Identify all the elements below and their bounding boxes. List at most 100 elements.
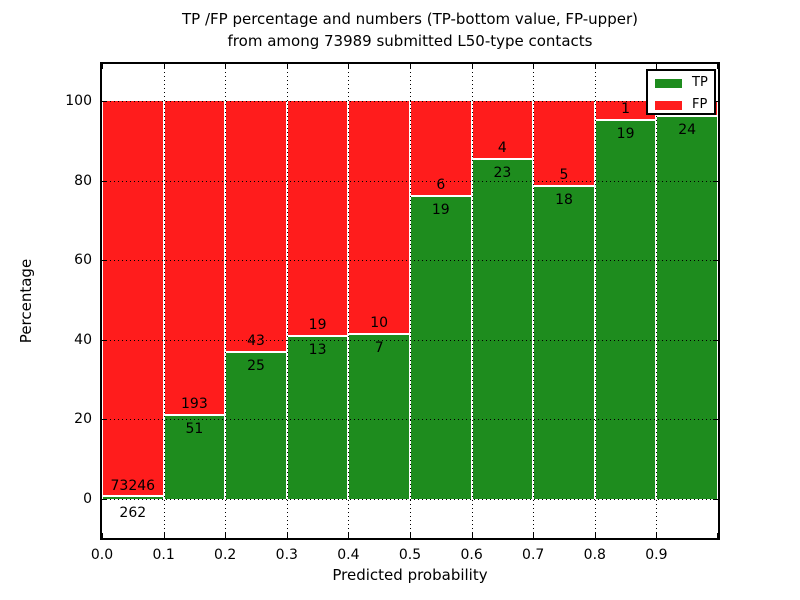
tick-mark <box>286 64 288 69</box>
bar-segment-fp <box>348 101 410 336</box>
tick-mark <box>102 419 107 421</box>
gridline-vertical <box>410 64 411 538</box>
tick-mark <box>102 533 103 538</box>
x-tick-label: 0.5 <box>398 547 422 563</box>
bar-segment-fp <box>102 101 164 497</box>
tick-mark <box>717 64 718 69</box>
gridline-vertical <box>348 64 350 538</box>
bar-label-tp: 13 <box>308 342 327 359</box>
bar-segment-tp <box>410 196 472 499</box>
gridline-horizontal <box>102 180 718 182</box>
legend-label-tp: TP <box>692 75 708 90</box>
x-axis-label: Predicted probability <box>332 566 488 584</box>
bar-label-tp: 18 <box>555 192 573 209</box>
gridline-horizontal <box>102 419 718 421</box>
x-tick-label: 0.9 <box>645 547 668 563</box>
bar-label-fp: 19 <box>308 317 327 334</box>
tick-mark <box>348 64 350 69</box>
gridline-horizontal <box>102 101 718 102</box>
legend-swatch-tp <box>655 79 682 88</box>
tick-mark <box>713 419 718 421</box>
bar-segment-fp <box>471 101 534 160</box>
bar-segment-fp <box>286 101 349 338</box>
tick-mark <box>533 64 535 69</box>
bar-label-fp: 193 <box>181 395 208 412</box>
x-tick-label: 0.0 <box>90 547 114 563</box>
tick-mark <box>594 64 596 69</box>
tick-mark <box>533 533 535 538</box>
legend-swatch-fp <box>655 101 682 110</box>
tick-mark <box>102 64 103 69</box>
bar-label-fp: 4 <box>497 139 507 156</box>
tick-mark <box>656 64 658 69</box>
bar-label-tp: 262 <box>119 505 147 521</box>
gridline-vertical <box>471 64 473 538</box>
x-tick-label: 0.2 <box>214 547 237 563</box>
bar-label-tp: 25 <box>247 357 265 374</box>
bar-label-tp: 23 <box>493 164 512 181</box>
y-tick-label: 0 <box>83 491 92 507</box>
tick-mark <box>163 533 165 538</box>
tick-mark <box>225 533 227 538</box>
tick-mark <box>102 499 107 500</box>
tick-mark <box>102 101 107 102</box>
x-tick-label: 0.3 <box>275 547 298 563</box>
tick-mark <box>713 260 718 262</box>
bar-label-tp: 19 <box>431 201 450 218</box>
x-tick-label: 0.1 <box>152 547 175 563</box>
bar-label-tp: 7 <box>374 340 384 357</box>
tick-mark <box>713 499 718 500</box>
y-tick-label: 40 <box>74 331 92 348</box>
gridline-horizontal <box>102 260 718 262</box>
gridline-vertical <box>533 64 535 538</box>
bar-label-fp: 43 <box>247 332 265 349</box>
bar-label-tp: 51 <box>185 420 204 437</box>
tick-mark <box>102 180 107 182</box>
gridline-vertical <box>163 64 165 538</box>
tick-mark <box>713 339 718 341</box>
bar-label-fp: 6 <box>436 176 446 193</box>
x-tick-label: 0.7 <box>522 547 545 563</box>
legend: TP FP <box>646 69 716 115</box>
tick-mark <box>286 533 288 538</box>
plot-area: 73246 262 193 51 43 25 19 13 10 7 6 19 4 23 5 18 1 19 24 TP… <box>100 62 720 540</box>
tick-mark <box>471 533 473 538</box>
bar-segment-tp <box>594 120 657 499</box>
gridline-vertical <box>656 64 658 538</box>
tick-mark <box>225 64 227 69</box>
tick-mark <box>656 533 658 538</box>
legend-label-fp: FP <box>692 97 708 112</box>
bar-segment-tp <box>286 337 349 499</box>
tick-mark <box>410 64 411 69</box>
y-tick-label: 20 <box>74 411 92 428</box>
bar-segment-tp <box>102 497 164 499</box>
bar-segment-tp <box>225 352 287 499</box>
y-tick-label: 100 <box>65 93 92 109</box>
gridline-horizontal <box>102 499 718 500</box>
bar-segment-fp <box>163 101 226 416</box>
tick-mark <box>102 260 107 262</box>
chart-title-line1: TP /FP percentage and numbers (TP-bottom… <box>182 10 638 28</box>
tick-mark <box>594 533 596 538</box>
tick-mark <box>471 64 473 69</box>
tick-mark <box>410 533 411 538</box>
bar-segment-tp <box>471 159 534 499</box>
bar-segment-tp <box>533 187 595 499</box>
x-tick-label: 0.8 <box>583 547 606 563</box>
bar-segment-fp <box>225 101 287 353</box>
x-tick-label: 0.4 <box>337 547 360 563</box>
tick-mark <box>163 64 165 69</box>
bar-label-fp: 10 <box>370 315 389 332</box>
x-tick-label: 0.6 <box>460 547 483 563</box>
gridline-vertical <box>286 64 288 538</box>
y-tick-label: 60 <box>74 252 92 269</box>
bar-label-fp: 1 <box>621 100 631 117</box>
bar-label-fp: 73246 <box>110 477 156 494</box>
bar-label-fp: 5 <box>559 167 569 184</box>
bar-label-tp: 19 <box>616 125 635 142</box>
tick-mark <box>348 533 350 538</box>
tick-mark <box>717 533 718 538</box>
gridline-horizontal <box>102 339 718 341</box>
bar-label-tp: 24 <box>678 121 697 138</box>
